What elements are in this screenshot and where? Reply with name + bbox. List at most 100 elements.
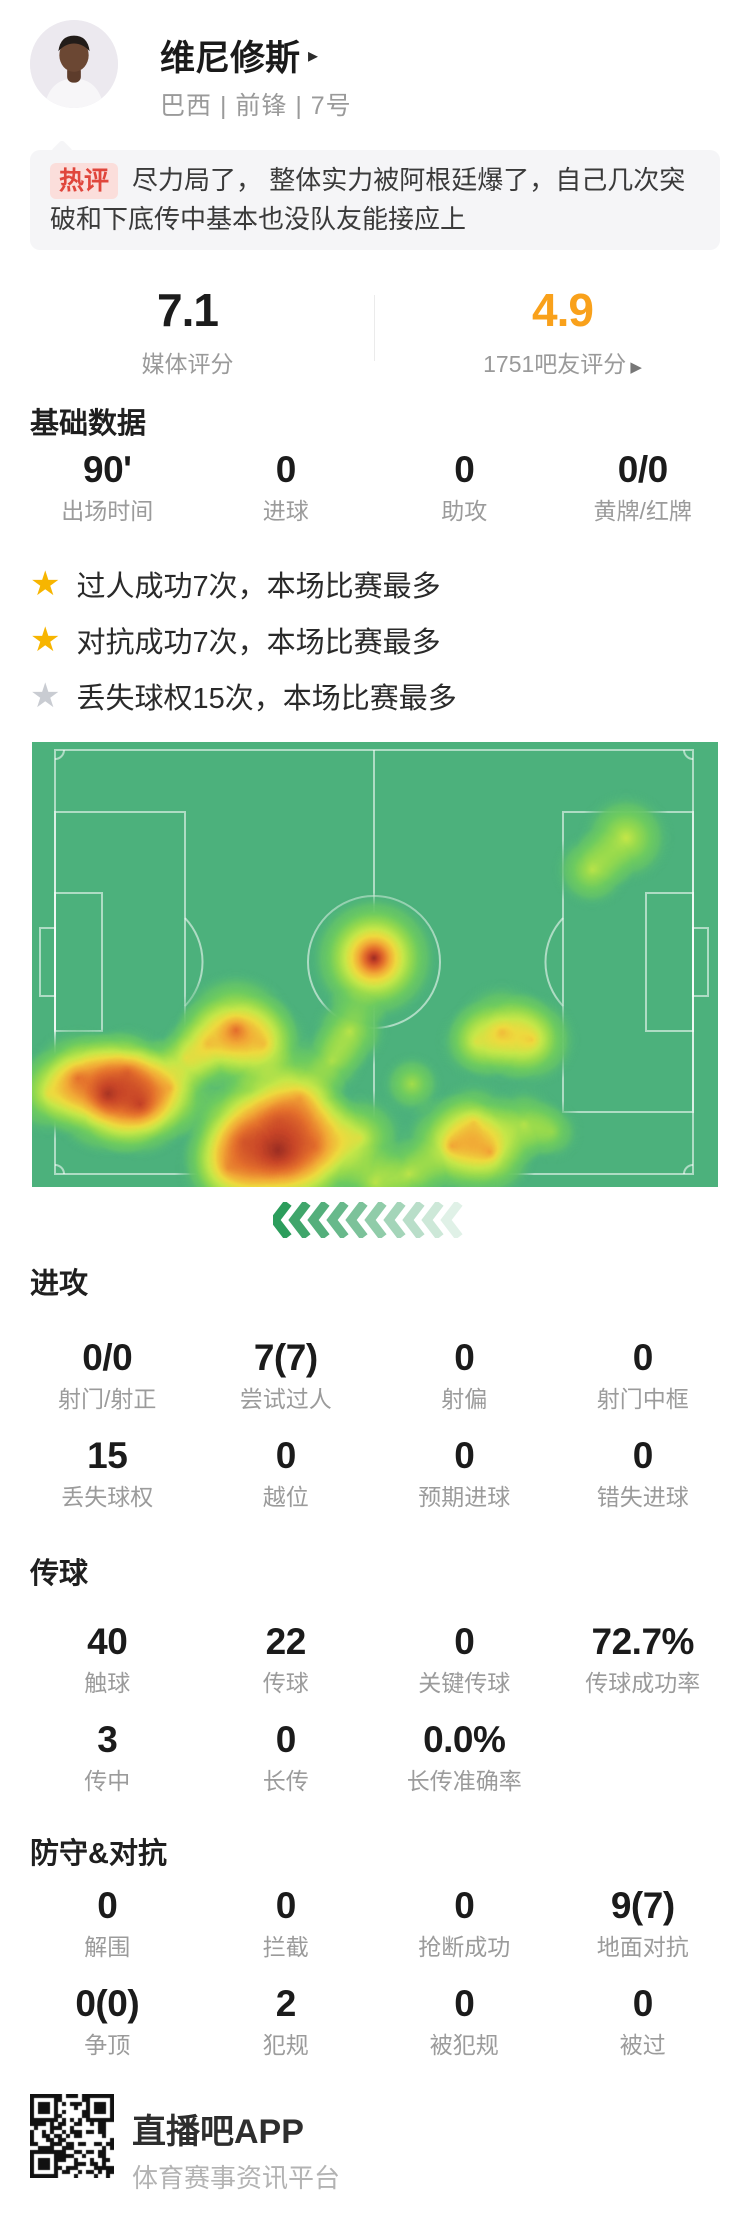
section-title-attack: 进攻 bbox=[30, 1268, 89, 1300]
stat-label: 传球成功率 bbox=[585, 1670, 701, 1696]
stat-value: 90' bbox=[83, 449, 132, 490]
highlight-text: 过人成功7次，本场比赛最多 bbox=[76, 571, 441, 603]
media-rating-label: 媒体评分 bbox=[141, 351, 234, 377]
stat-label: 传球 bbox=[262, 1670, 309, 1696]
passing-stats-grid: 40 触球 22 传球 0 关键传球 72.7% 传球成功率 3 传中 0 长传… bbox=[18, 1620, 732, 1796]
highlight-row: ★ 过人成功7次，本场比赛最多 bbox=[30, 564, 457, 604]
highlight-text: 对抗成功7次，本场比赛最多 bbox=[76, 627, 441, 659]
stat-value: 0 bbox=[454, 1337, 475, 1378]
stat-cell: 90' 出场时间 bbox=[18, 448, 197, 526]
stat-label: 抢断成功 bbox=[418, 1934, 511, 1960]
stat-label: 拦截 bbox=[262, 1934, 309, 1960]
stat-cell: 0 射偏 bbox=[375, 1336, 554, 1414]
section-title-passing: 传球 bbox=[30, 1558, 89, 1590]
star-icon: ★ bbox=[30, 565, 61, 603]
hot-comment: 热评 尽力局了， 整体实力被阿根廷爆了，自己几次突破和下底传中基本也没队友能接应上 bbox=[30, 139, 720, 250]
stat-value: 0 bbox=[97, 1885, 118, 1926]
attack-direction-chevrons bbox=[269, 1200, 478, 1240]
stat-label: 解围 bbox=[84, 1934, 131, 1960]
stat-value: 0 bbox=[632, 1435, 654, 1476]
stat-cell: 0(0) 争顶 bbox=[18, 1982, 197, 2060]
stat-value: 0 bbox=[632, 1983, 654, 2024]
stat-value: 72.7% bbox=[591, 1621, 695, 1662]
stat-cell: 0/0 射门/射正 bbox=[18, 1336, 197, 1414]
hot-comment-badge: 热评 bbox=[50, 163, 119, 199]
stat-label: 黄牌/红牌 bbox=[593, 498, 692, 524]
highlight-row: ★ 丢失球权15次，本场比赛最多 bbox=[30, 676, 457, 716]
stat-value: 0 bbox=[454, 1885, 475, 1926]
stat-cell: 0 被犯规 bbox=[375, 1982, 554, 2060]
stat-value: 0 bbox=[275, 1719, 297, 1760]
basic-stats-grid: 90' 出场时间 0 进球 0 助攻 0/0 黄牌/红牌 bbox=[18, 448, 732, 526]
stat-cell: 0 越位 bbox=[197, 1434, 376, 1512]
player-meta: 巴西 | 前锋 | 7号 bbox=[160, 92, 352, 120]
stat-value: 0 bbox=[454, 1435, 475, 1476]
stat-label: 犯规 bbox=[262, 2032, 309, 2058]
app-tagline: 体育赛事资讯平台 bbox=[132, 2163, 341, 2193]
player-avatar bbox=[30, 20, 118, 108]
qr-code bbox=[30, 2094, 114, 2178]
stat-value: 0 bbox=[454, 1621, 475, 1662]
stat-cell: 9(7) 地面对抗 bbox=[554, 1884, 733, 1962]
stat-label: 出场时间 bbox=[61, 498, 154, 524]
stat-label: 越位 bbox=[262, 1484, 309, 1510]
player-name-text: 维尼修斯 bbox=[160, 39, 301, 78]
fans-rating-label: 1751吧友评分 ▶ bbox=[483, 351, 642, 377]
stat-value: 0 bbox=[275, 449, 297, 490]
stat-label: 丢失球权 bbox=[61, 1484, 154, 1510]
media-rating: 7.1 媒体评分 bbox=[0, 283, 375, 379]
stat-label: 被犯规 bbox=[429, 2032, 499, 2058]
stat-cell: 40 触球 bbox=[18, 1620, 197, 1698]
stat-label: 助攻 bbox=[441, 498, 488, 524]
stat-label: 长传准确率 bbox=[406, 1768, 522, 1794]
star-icon: ★ bbox=[30, 677, 61, 715]
stat-cell: 7(7) 尝试过人 bbox=[197, 1336, 376, 1414]
name-caret-icon: ▸ bbox=[308, 45, 319, 67]
player-avatar-image bbox=[30, 20, 118, 108]
stat-cell: 0 拦截 bbox=[197, 1884, 376, 1962]
stat-cell: 0 抢断成功 bbox=[375, 1884, 554, 1962]
stat-cell: 0/0 黄牌/红牌 bbox=[554, 448, 733, 526]
position-heatmap bbox=[32, 742, 718, 1187]
stat-cell: 0 进球 bbox=[197, 448, 376, 526]
hot-comment-text: 尽力局了， 整体实力被阿根廷爆了，自己几次突破和下底传中基本也没队友能接应上 bbox=[50, 165, 686, 234]
stat-cell: 0 解围 bbox=[18, 1884, 197, 1962]
stat-value: 0 bbox=[275, 1435, 297, 1476]
stat-value: 0 bbox=[454, 449, 475, 490]
stat-cell: 0.0% 长传准确率 bbox=[375, 1718, 554, 1796]
star-icon: ★ bbox=[30, 621, 61, 659]
stat-value: 40 bbox=[87, 1621, 128, 1662]
stat-value: 0(0) bbox=[75, 1983, 140, 2024]
fans-caret-icon: ▶ bbox=[630, 359, 642, 376]
player-name[interactable]: 维尼修斯 ▸ bbox=[160, 30, 318, 81]
stat-value: 2 bbox=[275, 1983, 297, 2024]
stat-label: 射偏 bbox=[441, 1386, 488, 1412]
stat-label: 传中 bbox=[84, 1768, 131, 1794]
stat-cell: 0 助攻 bbox=[375, 448, 554, 526]
stat-cell: 0 关键传球 bbox=[375, 1620, 554, 1698]
section-title-defense: 防守&对抗 bbox=[30, 1838, 167, 1870]
stat-value: 9(7) bbox=[610, 1885, 675, 1926]
highlights-list: ★ 过人成功7次，本场比赛最多 ★ 对抗成功7次，本场比赛最多 ★ 丢失球权15… bbox=[30, 564, 457, 732]
stat-label: 进球 bbox=[262, 498, 309, 524]
fans-rating-value: 4.9 bbox=[532, 284, 594, 336]
fans-rating[interactable]: 4.9 1751吧友评分 ▶ bbox=[375, 283, 750, 379]
stat-label: 射门中框 bbox=[596, 1386, 689, 1412]
comment-bubble-tail bbox=[50, 139, 74, 163]
stat-cell: 2 犯规 bbox=[197, 1982, 376, 2060]
stat-cell: 22 传球 bbox=[197, 1620, 376, 1698]
stat-label: 地面对抗 bbox=[596, 1934, 689, 1960]
stat-cell bbox=[554, 1718, 733, 1796]
attack-stats-grid: 0/0 射门/射正 7(7) 尝试过人 0 射偏 0 射门中框 15 丢失球权 … bbox=[18, 1336, 732, 1512]
stat-value: 7(7) bbox=[253, 1337, 318, 1378]
stat-value: 0 bbox=[275, 1885, 297, 1926]
stat-cell: 15 丢失球权 bbox=[18, 1434, 197, 1512]
stat-value: 0.0% bbox=[423, 1719, 506, 1760]
app-name: 直播吧APP bbox=[132, 2113, 304, 2151]
stat-cell: 0 射门中框 bbox=[554, 1336, 733, 1414]
stat-value: 3 bbox=[97, 1719, 118, 1760]
stat-label: 关键传球 bbox=[418, 1670, 511, 1696]
rating-divider bbox=[374, 295, 375, 361]
highlight-text: 丢失球权15次，本场比赛最多 bbox=[76, 683, 457, 715]
